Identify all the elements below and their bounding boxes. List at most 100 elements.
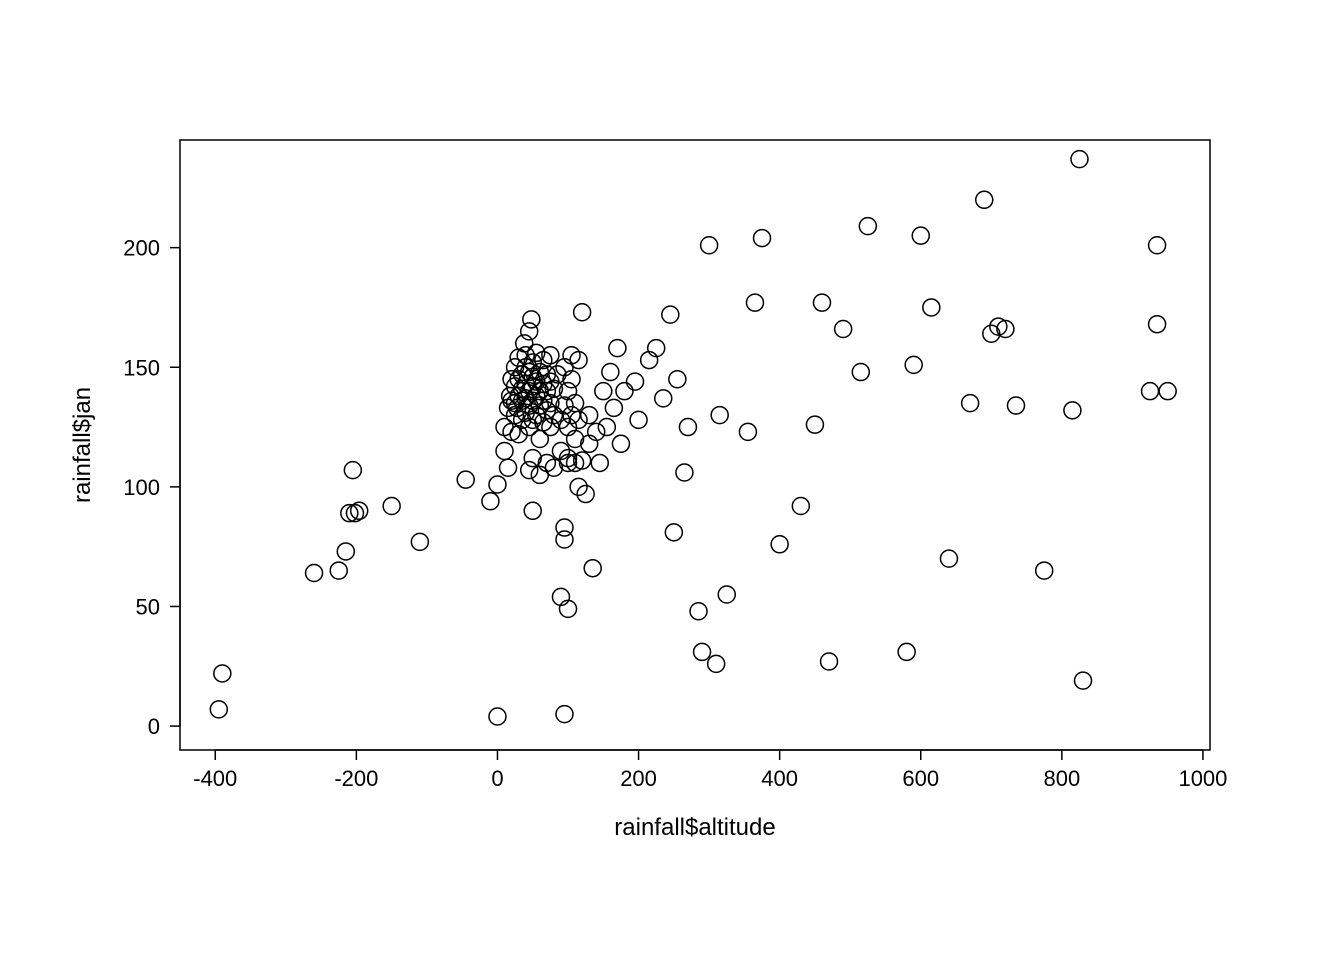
data-series [210,151,1176,725]
data-point [337,543,354,560]
data-point [500,459,517,476]
data-point [523,311,540,328]
data-point [1159,383,1176,400]
x-tick-label: 400 [761,766,798,791]
data-point [1071,151,1088,168]
y-tick-label: 50 [136,594,160,619]
data-point [694,643,711,660]
data-point [489,708,506,725]
data-point [708,655,725,672]
data-point [690,603,707,620]
data-point [835,320,852,337]
data-point [609,340,626,357]
data-point [521,462,538,479]
data-point [976,191,993,208]
x-tick-label: 200 [620,766,657,791]
data-point [482,493,499,510]
data-point [556,519,573,536]
data-point [581,407,598,424]
data-point [852,364,869,381]
data-point [563,371,580,388]
data-point [940,550,957,567]
data-point [552,588,569,605]
data-point [1064,402,1081,419]
data-point [616,383,633,400]
data-point [591,454,608,471]
data-point [577,486,594,503]
data-point [598,419,615,436]
data-point [383,498,400,515]
data-point [457,471,474,488]
plot-frame [180,140,1210,750]
x-axis-label: rainfall$altitude [614,814,775,841]
data-point [627,373,644,390]
data-point [630,411,647,428]
data-point [746,294,763,311]
data-point [676,464,693,481]
data-point [1149,237,1166,254]
data-point [344,462,361,479]
chart-svg: -400 -200 0 200 400 600 800 1000 0 50 100 150 200 rai… [0,0,1344,960]
data-point [679,419,696,436]
data-point [662,306,679,323]
x-tick-label: 1000 [1178,766,1227,791]
x-tick-label: 0 [491,766,503,791]
data-point [556,706,573,723]
data-point [351,502,368,519]
data-point [821,653,838,670]
data-point [602,364,619,381]
data-point [330,562,347,579]
data-point [210,701,227,718]
data-point [792,498,809,515]
x-tick-label: -400 [193,766,237,791]
data-point [1036,562,1053,579]
data-point [574,304,591,321]
y-tick-label: 100 [123,475,160,500]
data-point [612,435,629,452]
data-point [1142,383,1159,400]
x-tick-label: -200 [334,766,378,791]
data-point [923,299,940,316]
data-point [531,431,548,448]
data-point [718,586,735,603]
data-point [584,560,601,577]
data-point [306,564,323,581]
data-point [581,435,598,452]
data-point [1007,397,1024,414]
scatter-chart: -400 -200 0 200 400 600 800 1000 0 50 100 150 200 rai… [0,0,1344,960]
y-tick-label: 200 [123,236,160,261]
data-point [898,643,915,660]
data-point [739,423,756,440]
data-point [648,340,665,357]
data-point [605,399,622,416]
data-point [560,600,577,617]
data-point [655,390,672,407]
data-point [524,502,541,519]
data-point [411,533,428,550]
y-tick-label: 0 [148,714,160,739]
data-point [771,536,788,553]
data-point [1149,316,1166,333]
data-point [489,476,506,493]
data-point [806,416,823,433]
data-point [813,294,830,311]
data-point [962,395,979,412]
x-tick-label: 600 [902,766,939,791]
data-point [552,442,569,459]
data-point [641,352,658,369]
data-point [595,383,612,400]
data-point [754,230,771,247]
data-point [496,442,513,459]
x-tick-label: 800 [1043,766,1080,791]
data-point [570,478,587,495]
data-point [669,371,686,388]
data-point [1075,672,1092,689]
data-point [701,237,718,254]
data-point [912,227,929,244]
data-point [567,395,584,412]
y-axis-label: rainfall$jan [69,387,96,503]
data-point [859,218,876,235]
data-point [214,665,231,682]
y-tick-label: 150 [123,355,160,380]
data-point [588,423,605,440]
